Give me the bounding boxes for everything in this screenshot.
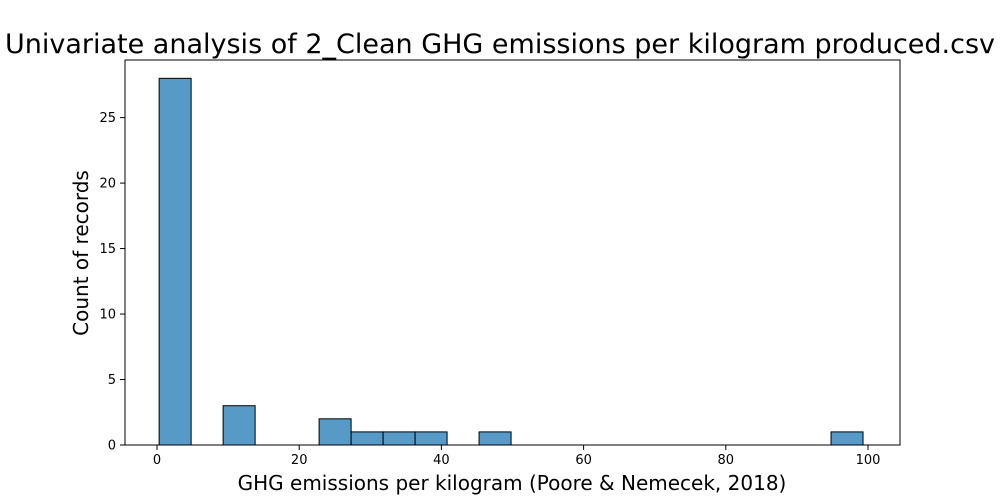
histogram-bar — [478, 431, 512, 446]
plot-frame — [124, 59, 901, 446]
histogram-bar — [318, 418, 352, 446]
histogram-bar — [350, 431, 384, 446]
y-tick-label: 10 — [99, 308, 116, 323]
histogram-bar — [830, 431, 864, 446]
y-tick-label: 25 — [99, 111, 116, 126]
y-axis-ticks: 0 5 10 15 20 25 — [99, 111, 125, 454]
y-tick-label: 0 — [108, 439, 116, 454]
histogram-bars — [158, 77, 864, 446]
x-tick-label: 80 — [718, 453, 735, 468]
histogram-bar — [382, 431, 416, 446]
y-axis-label: Count of records — [69, 170, 93, 336]
histogram-bar — [158, 77, 192, 446]
histogram-bar — [222, 405, 256, 446]
x-tick-label: 0 — [153, 453, 161, 468]
x-axis-label: GHG emissions per kilogram (Poore & Neme… — [238, 471, 787, 495]
x-tick-label: 100 — [856, 453, 881, 468]
x-tick-label: 60 — [575, 453, 592, 468]
chart-title: Univariate analysis of 2_Clean GHG emiss… — [5, 29, 995, 60]
y-tick-label: 5 — [108, 373, 116, 388]
y-tick-label: 20 — [99, 177, 116, 192]
x-tick-label: 40 — [433, 453, 450, 468]
x-axis-ticks: 0 20 40 60 80 100 — [153, 445, 881, 468]
y-tick-label: 15 — [99, 242, 116, 257]
x-tick-label: 20 — [291, 453, 308, 468]
histogram-bar — [414, 431, 448, 446]
